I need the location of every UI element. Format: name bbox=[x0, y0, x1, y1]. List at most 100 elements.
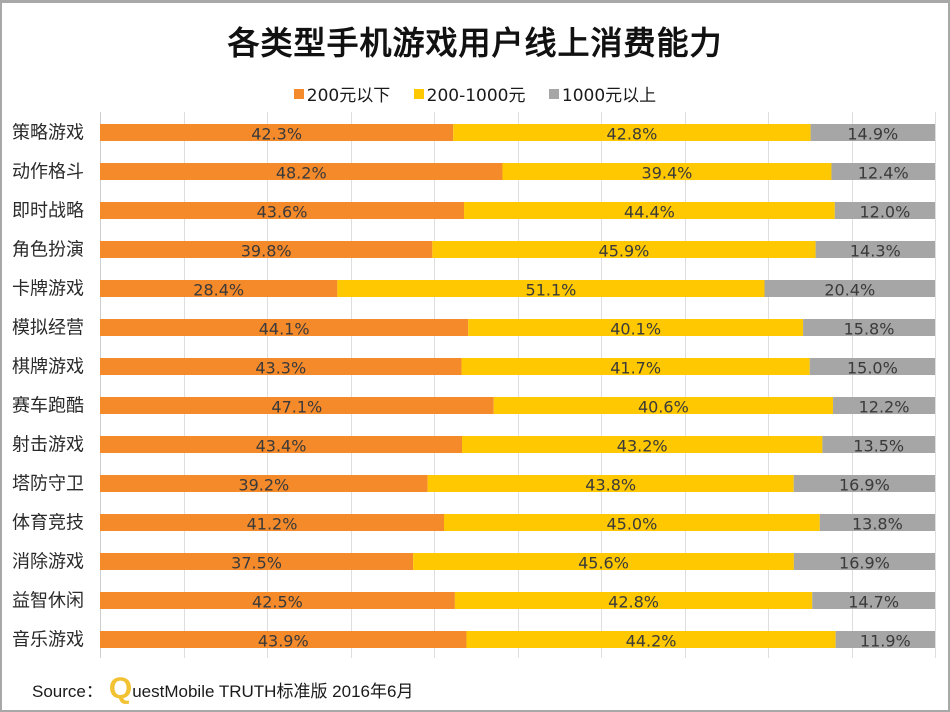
data-label: 13.5% bbox=[853, 437, 904, 456]
data-label: 15.0% bbox=[847, 359, 898, 378]
bar-segment bbox=[100, 241, 433, 258]
bar-segment bbox=[100, 475, 428, 492]
bars bbox=[100, 124, 935, 648]
legend-swatch-high bbox=[548, 88, 559, 99]
data-label: 44.2% bbox=[626, 632, 677, 651]
bar-segment bbox=[100, 436, 463, 453]
bar-segment bbox=[427, 475, 794, 492]
data-labels: 42.3% 42.8% 14.9% 48.2% 39.4% 12.4% 43.6% 44.4%… bbox=[193, 125, 910, 651]
data-label: 12.0% bbox=[859, 203, 910, 222]
source-text: uestMobile TRUTH标准版 2016年6月 bbox=[132, 682, 414, 701]
data-label: 41.7% bbox=[610, 359, 661, 378]
bar-segment bbox=[100, 319, 469, 336]
data-label: 41.2% bbox=[247, 515, 298, 534]
bar-segment bbox=[466, 631, 836, 648]
data-label: 39.4% bbox=[642, 164, 693, 183]
data-label: 40.1% bbox=[610, 320, 661, 339]
data-label: 12.4% bbox=[858, 164, 909, 183]
legend-item-high: 1000元以上 bbox=[548, 81, 657, 106]
data-label: 13.8% bbox=[852, 515, 903, 534]
category-labels: 策略游戏动作格斗即时战略角色扮演卡牌游戏模拟经营棋牌游戏赛车跑酷射击游戏塔防守卫… bbox=[12, 123, 84, 651]
bar-segment bbox=[815, 241, 935, 258]
data-label: 14.9% bbox=[847, 125, 898, 144]
data-label: 20.4% bbox=[824, 281, 875, 300]
data-label: 37.5% bbox=[231, 554, 282, 573]
bar-segment bbox=[793, 475, 935, 492]
data-label: 43.9% bbox=[258, 632, 309, 651]
category-label: 体育竞技 bbox=[12, 513, 84, 534]
gridlines bbox=[100, 112, 936, 658]
bar-segment bbox=[493, 397, 834, 414]
bar-segment bbox=[461, 358, 810, 375]
category-label: 模拟经营 bbox=[12, 318, 84, 339]
data-label: 45.0% bbox=[606, 515, 657, 534]
bar-segment bbox=[100, 163, 503, 180]
bar-segment bbox=[822, 436, 935, 453]
legend-label-low: 200元以下 bbox=[306, 86, 391, 106]
bar-segment bbox=[462, 436, 823, 453]
bar-segment bbox=[803, 319, 935, 336]
legend-item-mid: 200-1000元 bbox=[413, 81, 526, 106]
legend-label-mid: 200-1000元 bbox=[426, 86, 526, 106]
category-label: 射击游戏 bbox=[12, 435, 84, 456]
category-label: 动作格斗 bbox=[12, 162, 84, 183]
data-label: 43.6% bbox=[257, 203, 308, 222]
bar-segment bbox=[100, 202, 465, 219]
bar-segment bbox=[835, 631, 935, 648]
bar-segment bbox=[810, 124, 935, 141]
data-label: 39.2% bbox=[238, 476, 289, 495]
data-label: 42.3% bbox=[251, 125, 302, 144]
category-label: 棋牌游戏 bbox=[12, 357, 84, 378]
bar-segment bbox=[809, 358, 935, 375]
bar-segment bbox=[100, 514, 445, 531]
bar-segment bbox=[100, 553, 414, 570]
legend: 200元以下 200-1000元 1000元以上 bbox=[0, 81, 950, 106]
category-label: 塔防守卫 bbox=[12, 474, 84, 495]
legend-item-low: 200元以下 bbox=[293, 81, 391, 106]
bar-segment bbox=[454, 592, 813, 609]
bar-segment bbox=[100, 280, 338, 297]
questmobile-logo-q: Q bbox=[108, 672, 133, 705]
data-label: 51.1% bbox=[526, 281, 577, 300]
category-label: 角色扮演 bbox=[12, 240, 84, 261]
data-label: 42.5% bbox=[252, 593, 303, 612]
bar-segment bbox=[413, 553, 794, 570]
data-label: 47.1% bbox=[271, 398, 322, 417]
bar-segment bbox=[831, 163, 935, 180]
data-label: 14.7% bbox=[848, 593, 899, 612]
bar-segment bbox=[502, 163, 832, 180]
data-label: 44.1% bbox=[259, 320, 310, 339]
category-label: 卡牌游戏 bbox=[12, 279, 84, 300]
bar-segment bbox=[100, 631, 467, 648]
legend-swatch-mid bbox=[413, 88, 424, 99]
category-label: 益智休闲 bbox=[12, 591, 84, 612]
bar-segment bbox=[453, 124, 811, 141]
bar-segment bbox=[100, 592, 455, 609]
data-label: 43.8% bbox=[585, 476, 636, 495]
data-label: 43.2% bbox=[617, 437, 668, 456]
bar-segment bbox=[100, 358, 462, 375]
source-prefix: Source： bbox=[32, 682, 103, 701]
data-label: 45.9% bbox=[599, 242, 650, 261]
category-label: 策略游戏 bbox=[12, 123, 84, 144]
data-label: 12.2% bbox=[859, 398, 910, 417]
bar-segment bbox=[833, 397, 935, 414]
legend-label-high: 1000元以上 bbox=[561, 86, 657, 106]
bar-segment bbox=[100, 124, 454, 141]
data-label: 16.9% bbox=[839, 476, 890, 495]
data-label: 15.8% bbox=[844, 320, 895, 339]
data-label: 45.6% bbox=[578, 554, 629, 573]
data-label: 40.6% bbox=[638, 398, 689, 417]
bar-segment bbox=[444, 514, 820, 531]
data-label: 44.4% bbox=[624, 203, 675, 222]
bar-segment bbox=[812, 592, 935, 609]
category-label: 音乐游戏 bbox=[12, 630, 84, 651]
category-label: 赛车跑酷 bbox=[12, 396, 84, 417]
bar-segment bbox=[464, 202, 835, 219]
bar-segment bbox=[834, 202, 935, 219]
data-label: 39.8% bbox=[241, 242, 292, 261]
category-label: 消除游戏 bbox=[12, 552, 84, 573]
data-label: 42.8% bbox=[606, 125, 657, 144]
data-label: 16.9% bbox=[839, 554, 890, 573]
